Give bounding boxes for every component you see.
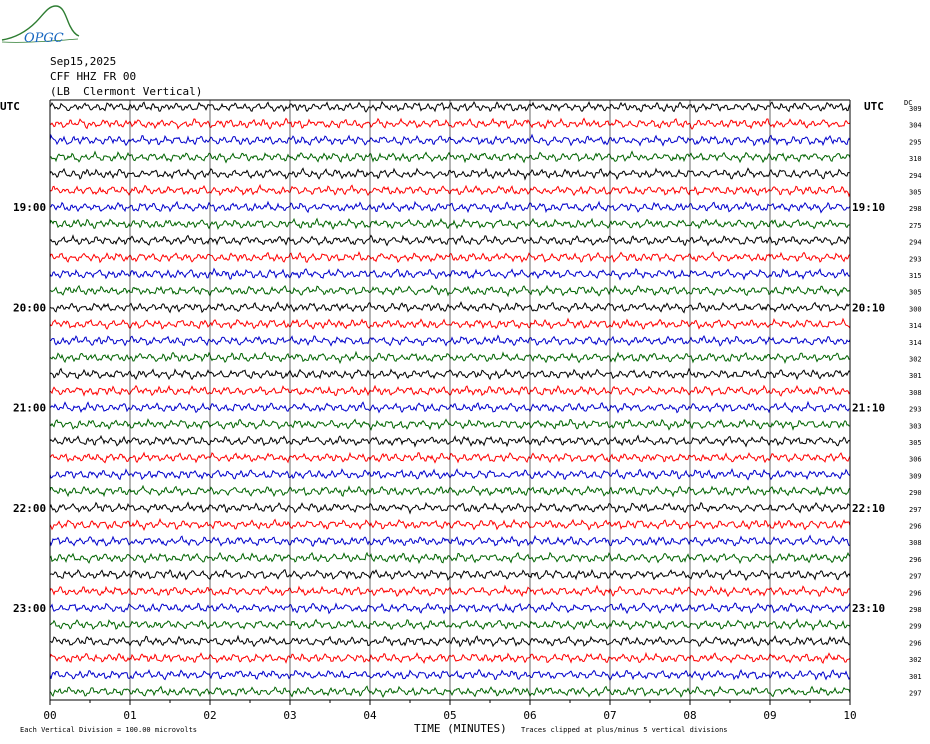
dc-offset-label: 314 <box>909 322 922 330</box>
dc-offset-label: 296 <box>909 589 922 597</box>
footer-scale-note: Each Vertical Division = 100.00 microvol… <box>20 726 197 734</box>
dc-offset-label: 304 <box>909 122 922 130</box>
utc-right-label: UTC <box>864 100 884 113</box>
dc-offset-label: 296 <box>909 639 922 647</box>
axes-group: 309 304 295 310 294 305 298 275 294 293 315 305 300 3… <box>13 105 922 722</box>
dc-offset-label: 296 <box>909 523 922 531</box>
dc-offset-label: 275 <box>909 222 922 230</box>
opgc-logo: OPGC <box>1 5 80 46</box>
hour-label-right: 22:10 <box>852 502 885 515</box>
hour-label-right: 23:10 <box>852 602 885 615</box>
footer-clip-note: Traces clipped at plus/minus 5 vertical … <box>521 726 728 734</box>
dc-offset-label: 296 <box>909 556 922 564</box>
dc-offset-label: 290 <box>909 489 922 497</box>
dc-offset-label: 305 <box>909 289 922 297</box>
dc-offset-label: 308 <box>909 389 922 397</box>
dc-offset-label: 294 <box>909 239 922 247</box>
x-axis-title: TIME (MINUTES) <box>414 722 507 735</box>
x-tick-label: 01 <box>123 709 136 722</box>
hour-label-left: 20:00 <box>13 301 46 314</box>
dc-offset-label: 308 <box>909 539 922 547</box>
hour-label-left: 23:00 <box>13 602 46 615</box>
dc-offset-label: 299 <box>909 623 922 631</box>
x-tick-label: 07 <box>603 709 616 722</box>
hour-label-right: 19:10 <box>852 201 885 214</box>
x-tick-label: 04 <box>363 709 377 722</box>
date-label: Sep15,2025 <box>50 55 117 68</box>
dc-offset-label: 297 <box>909 690 922 698</box>
dc-offset-label: 315 <box>909 272 922 280</box>
dc-offset-label: 295 <box>909 138 922 146</box>
hour-label-left: 21:00 <box>13 402 46 415</box>
dc-offset-label: 300 <box>909 305 922 313</box>
dc-offset-label: 293 <box>909 255 922 263</box>
utc-left-label: UTC <box>0 100 20 113</box>
logo-mountain <box>1 5 80 41</box>
x-tick-label: 06 <box>523 709 536 722</box>
station-label: CFF HHZ FR 00 <box>50 70 137 83</box>
hour-label-left: 19:00 <box>13 201 46 214</box>
dc-offset-label: 297 <box>909 506 922 514</box>
dc-label: DC <box>904 99 912 107</box>
dc-offset-label: 302 <box>909 356 922 364</box>
x-tick-label: 02 <box>203 709 216 722</box>
dc-offset-label: 294 <box>909 172 922 180</box>
dc-offset-label: 303 <box>909 422 922 430</box>
location-label: (LB Clermont Vertical) <box>50 85 203 98</box>
dc-offset-label: 297 <box>909 573 922 581</box>
hour-label-right: 20:10 <box>852 301 885 314</box>
logo-text: OPGC <box>24 31 64 46</box>
dc-offset-label: 309 <box>909 105 922 113</box>
dc-offset-label: 301 <box>909 372 922 380</box>
dc-offset-label: 305 <box>909 189 922 197</box>
dc-offset-label: 298 <box>909 606 922 614</box>
x-tick-label: 05 <box>443 709 456 722</box>
dc-offset-label: 298 <box>909 205 922 213</box>
dc-offset-label: 310 <box>909 155 922 163</box>
dc-offset-label: 302 <box>909 656 922 664</box>
dc-offset-label: 293 <box>909 406 922 414</box>
x-tick-label: 03 <box>283 709 296 722</box>
dc-offset-label: 309 <box>909 472 922 480</box>
dc-offset-label: 305 <box>909 439 922 447</box>
x-tick-label: 09 <box>763 709 776 722</box>
hour-label-right: 21:10 <box>852 402 885 415</box>
hour-label-left: 22:00 <box>13 502 46 515</box>
dc-offset-label: 306 <box>909 456 922 464</box>
x-tick-label: 10 <box>843 709 856 722</box>
dc-offset-label: 301 <box>909 673 922 681</box>
x-tick-label: 08 <box>683 709 696 722</box>
dc-offset-label: 314 <box>909 339 922 347</box>
x-tick-label: 00 <box>43 709 56 722</box>
